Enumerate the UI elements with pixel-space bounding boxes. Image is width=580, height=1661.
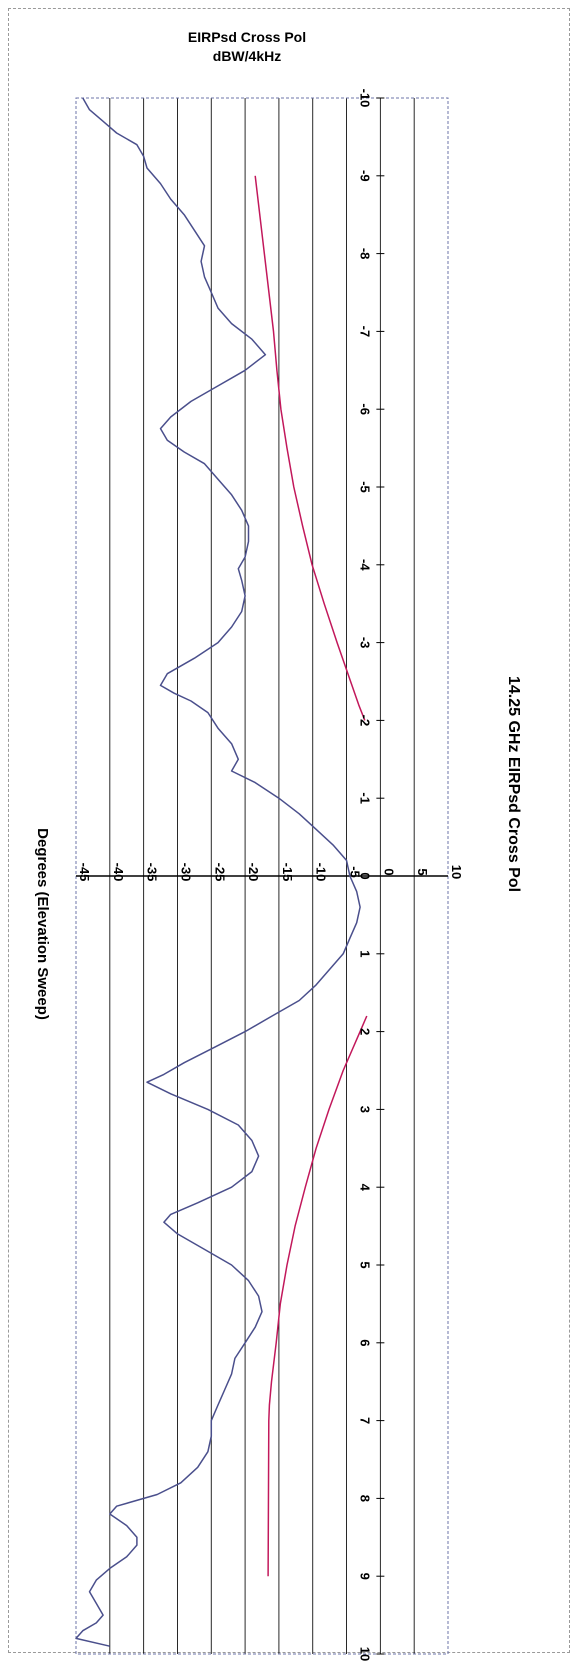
y-tick-label: 10 xyxy=(449,865,464,879)
y-tick-label: -5 xyxy=(348,866,363,878)
x-tick-label: -6 xyxy=(357,403,372,415)
x-tick-label: 6 xyxy=(357,1339,372,1346)
y-tick-label: 5 xyxy=(415,868,430,875)
x-tick-label: 2 xyxy=(357,1028,372,1035)
y-axis-title: EIRPsd Cross Pol dBW/4kHz xyxy=(172,28,322,66)
y-tick-label: 0 xyxy=(381,868,396,875)
x-tick-label: 7 xyxy=(357,1417,372,1424)
x-tick-label: 9 xyxy=(357,1573,372,1580)
x-tick-label: -5 xyxy=(357,481,372,493)
x-tick-label: -9 xyxy=(357,170,372,182)
x-tick-label: -2 xyxy=(357,715,372,727)
y-tick-label: -15 xyxy=(280,863,295,882)
y-tick-label: -10 xyxy=(314,863,329,882)
y-tick-label: -20 xyxy=(246,863,261,882)
y-axis-title-line-2: dBW/4kHz xyxy=(212,48,282,64)
x-tick-label: -7 xyxy=(357,326,372,338)
x-tick-label: 0 xyxy=(357,872,372,879)
y-tick-label: -40 xyxy=(111,863,126,882)
y-tick-label: -25 xyxy=(212,863,227,882)
x-tick-label: -3 xyxy=(357,637,372,649)
x-axis-title: Degrees (Elevation Sweep) xyxy=(34,828,51,1020)
page-border xyxy=(8,8,570,1653)
series-line-1 xyxy=(75,97,361,1647)
x-tick-label: -10 xyxy=(357,89,372,108)
x-tick-label: 10 xyxy=(357,1647,372,1661)
chart-title: 14.25 GHz EIRPsd Cross Pol xyxy=(505,676,522,892)
x-tick-label: 1 xyxy=(357,950,372,957)
y-tick-label: -30 xyxy=(178,863,193,882)
x-tick-label: 3 xyxy=(357,1106,372,1113)
y-axis-title-line-1: EIRPsd Cross Pol xyxy=(187,29,307,45)
series-line-3 xyxy=(267,1015,368,1577)
series-line-2 xyxy=(254,175,366,721)
x-tick-label: -1 xyxy=(357,792,372,804)
x-tick-label: -4 xyxy=(357,559,372,571)
x-tick-label: 8 xyxy=(357,1495,372,1502)
x-tick-label: -8 xyxy=(357,248,372,260)
x-tick-label: 5 xyxy=(357,1261,372,1268)
x-tick-label: 4 xyxy=(357,1184,372,1192)
y-tick-label: -45 xyxy=(77,863,92,882)
y-tick-label: -35 xyxy=(145,863,160,882)
tick-label-layer: -45 -40 -35 -30 -25 -20 -15 -10 -5 0 5 10-10-9-8-7-… xyxy=(77,89,464,1661)
series-layer xyxy=(75,97,368,1647)
